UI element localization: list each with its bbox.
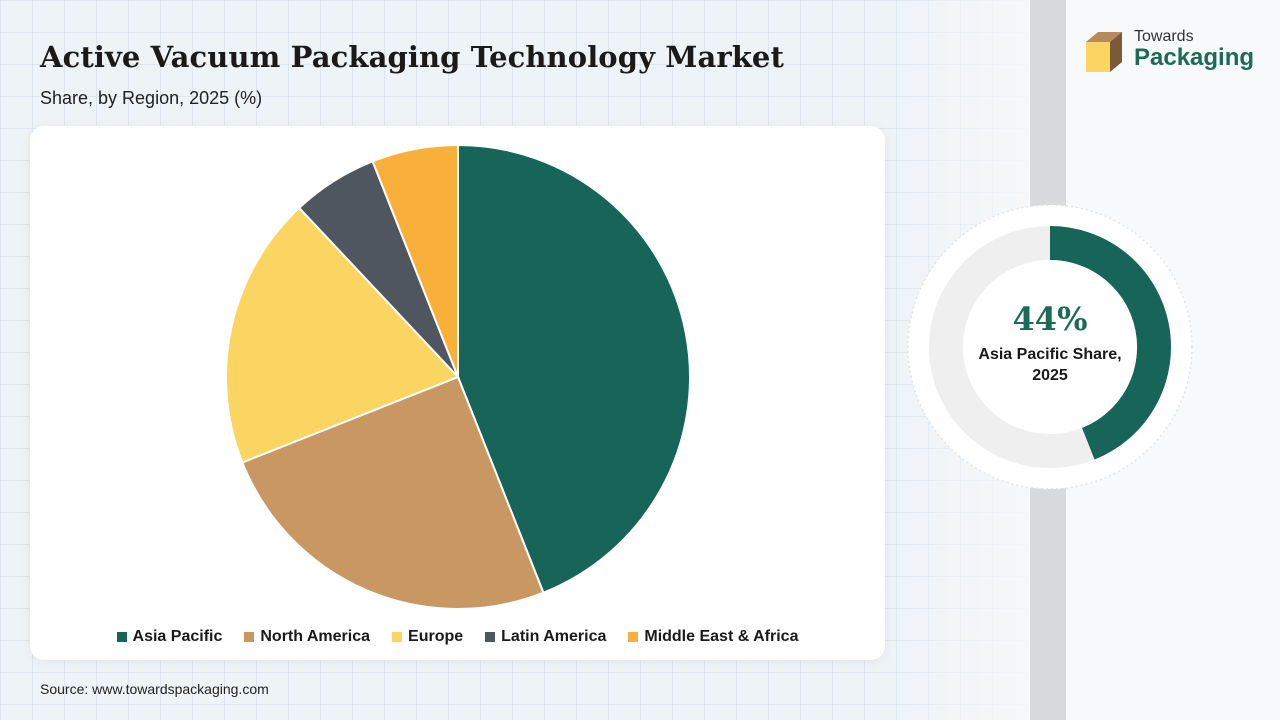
- donut-center: [963, 260, 1137, 434]
- legend-swatch: [628, 632, 639, 642]
- legend-swatch: [244, 632, 255, 642]
- legend-label: Asia Pacific: [132, 628, 223, 645]
- legend-label: Latin America: [501, 628, 607, 645]
- page-title: Active Vacuum Packaging Technology Marke…: [40, 40, 784, 74]
- chart-legend: Asia Pacific North America Europe Latin Ame…: [30, 628, 885, 646]
- legend-item-europe: Europe: [392, 628, 463, 646]
- legend-label: Middle East & Africa: [644, 628, 799, 645]
- pie-slice-europe: [225, 206, 460, 464]
- pie-slice-middle-east-and-africa: [371, 143, 459, 378]
- legend-label: North America: [260, 628, 371, 645]
- page-subtitle: Share, by Region, 2025 (%): [40, 88, 263, 108]
- highlight-caption: Asia Pacific Share, 2025: [978, 346, 1122, 384]
- legend-item-north-america: North America: [244, 628, 370, 646]
- legend-swatch: [116, 632, 127, 642]
- legend-label: Europe: [408, 628, 464, 645]
- logo-text-packaging: Packaging: [1134, 44, 1255, 71]
- legend-swatch: [485, 632, 496, 642]
- logo-text-towards: Towards: [1134, 28, 1194, 45]
- legend-item-middle-east-and-africa: Middle East & Africa: [628, 628, 798, 646]
- donut-value-arc: [1049, 226, 1171, 460]
- highlight-donut: 44% Asia Pacific Share, 2025: [905, 202, 1195, 492]
- highlight-value: 44%: [1012, 300, 1088, 338]
- box-icon: [1086, 32, 1122, 72]
- source-note: Source: www.towardspackaging.com: [40, 681, 269, 697]
- pie-slice-north-america: [240, 375, 545, 610]
- pie-slice-asia-pacific: [457, 143, 691, 595]
- legend-swatch: [392, 632, 403, 642]
- donut-chart: [907, 204, 1193, 490]
- brand-logo[interactable]: Towards Packaging: [1082, 28, 1255, 78]
- legend-item-latin-america: Latin America: [485, 628, 606, 646]
- pie-chart: [225, 143, 691, 610]
- donut-label: 44% Asia Pacific Share, 2025: [905, 300, 1195, 386]
- legend-item-asia-pacific: Asia Pacific: [116, 628, 223, 646]
- chart-card: Asia Pacific North America Europe Latin Ame…: [30, 126, 885, 660]
